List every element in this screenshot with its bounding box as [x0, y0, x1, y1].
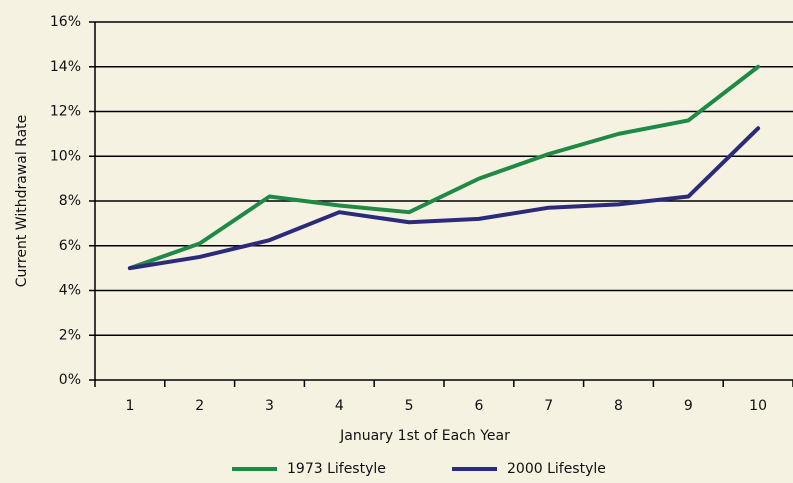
x-tick-label: 3: [265, 398, 274, 414]
y-tick-label: 4%: [59, 283, 81, 299]
x-axis-label: January 1st of Each Year: [339, 428, 510, 444]
y-tick-label: 14%: [50, 59, 81, 75]
x-tick-label: 5: [405, 398, 414, 414]
y-tick-label: 0%: [59, 372, 81, 388]
x-tick-label: 9: [684, 398, 693, 414]
y-tick-label: 12%: [50, 104, 81, 120]
x-tick-label: 10: [749, 398, 767, 414]
y-axis-label: Current Withdrawal Rate: [14, 115, 30, 288]
legend-label: 2000 Lifestyle: [507, 461, 606, 477]
x-tick-label: 1: [125, 398, 134, 414]
y-tick-label: 2%: [59, 327, 81, 343]
x-tick-label: 8: [614, 398, 623, 414]
x-tick-label: 7: [544, 398, 553, 414]
line-series: [127, 126, 761, 271]
y-tick-label: 6%: [59, 238, 81, 254]
y-tick-label: 16%: [50, 14, 81, 30]
legend-label: 1973 Lifestyle: [287, 461, 386, 477]
x-tick-label: 4: [335, 398, 344, 414]
line-series: [127, 64, 761, 271]
y-tick-label: 10%: [50, 148, 81, 164]
y-tick-label: 8%: [59, 193, 81, 209]
x-tick-label: 6: [474, 398, 483, 414]
x-tick-label: 2: [195, 398, 204, 414]
